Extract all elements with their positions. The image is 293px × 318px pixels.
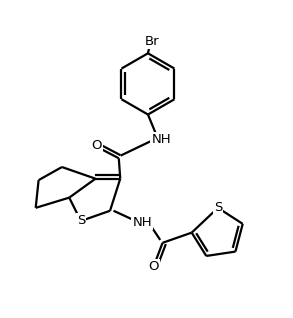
Text: O: O xyxy=(92,139,102,152)
Text: S: S xyxy=(77,214,85,227)
Text: S: S xyxy=(214,201,222,214)
Text: NH: NH xyxy=(151,133,171,146)
Text: Br: Br xyxy=(145,35,160,48)
Text: NH: NH xyxy=(132,216,152,229)
Text: O: O xyxy=(149,260,159,273)
